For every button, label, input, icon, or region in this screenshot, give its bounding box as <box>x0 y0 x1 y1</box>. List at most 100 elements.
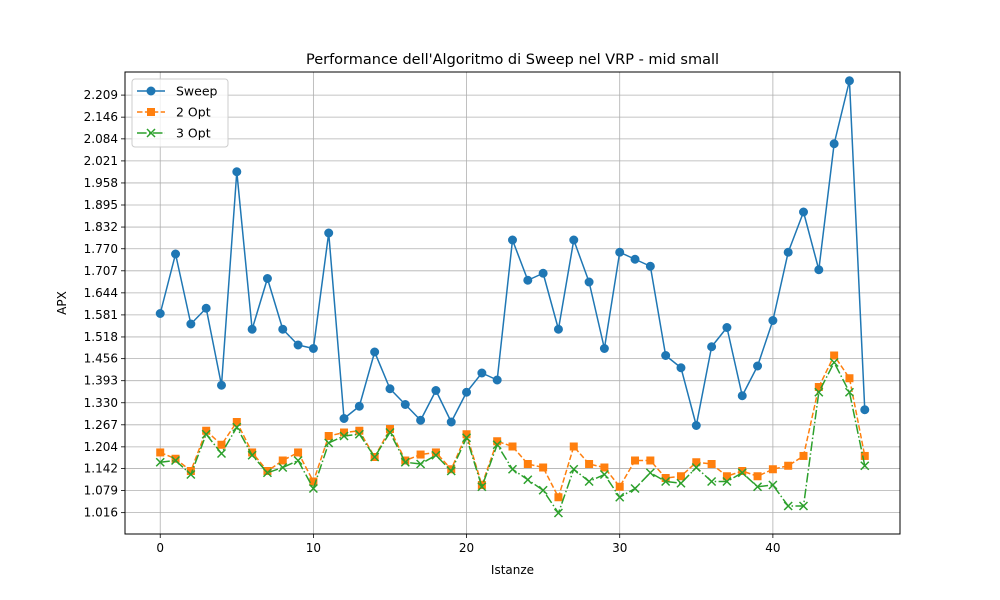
data-point-2-opt <box>831 352 838 359</box>
data-point-sweep <box>708 343 716 351</box>
data-point-sweep <box>570 236 578 244</box>
data-point-2-opt <box>586 461 593 468</box>
data-point-sweep <box>279 325 287 333</box>
data-point-2-opt <box>846 375 853 382</box>
data-point-sweep <box>233 168 241 176</box>
data-point-2-opt <box>647 457 654 464</box>
y-tick-label: 1.330 <box>84 396 118 410</box>
y-tick-label: 1.393 <box>84 374 118 388</box>
x-tick-label: 40 <box>765 541 780 555</box>
legend-entries: Sweep 2 Opt 3 Opt <box>137 84 218 141</box>
y-tick-label: 1.142 <box>84 462 118 476</box>
data-point-sweep <box>478 369 486 377</box>
data-point-sweep <box>539 269 547 277</box>
x-tick-label: 10 <box>306 541 321 555</box>
data-point-sweep <box>172 250 180 258</box>
y-tick-label: 1.770 <box>84 242 118 256</box>
data-point-2-opt <box>616 483 623 490</box>
y-tick-label: 1.581 <box>84 308 118 322</box>
y-tick-label: 1.832 <box>84 220 118 234</box>
data-point-sweep <box>754 362 762 370</box>
data-point-2-opt <box>524 461 531 468</box>
data-point-2-opt <box>754 473 761 480</box>
data-point-sweep <box>325 229 333 237</box>
data-point-2-opt <box>769 466 776 473</box>
y-tick-label: 1.079 <box>84 484 118 498</box>
legend-label: 2 Opt <box>176 105 211 120</box>
data-point-sweep <box>677 364 685 372</box>
data-point-2-opt <box>785 462 792 469</box>
data-point-2-opt <box>601 464 608 471</box>
data-point-2-opt <box>632 457 639 464</box>
data-point-2-opt <box>295 449 302 456</box>
data-point-2-opt <box>157 449 164 456</box>
data-point-sweep <box>401 401 409 409</box>
data-point-2-opt <box>708 461 715 468</box>
data-point-2-opt <box>417 451 424 458</box>
chart-title: Performance dell'Algoritmo di Sweep nel … <box>306 52 719 68</box>
data-point-2-opt <box>279 457 286 464</box>
y-tick-label: 1.456 <box>84 352 118 366</box>
data-point-sweep <box>156 310 164 318</box>
data-point-sweep <box>447 418 455 426</box>
y-tick-label: 1.267 <box>84 418 118 432</box>
legend-marker <box>148 109 155 116</box>
data-point-sweep <box>585 278 593 286</box>
data-point-sweep <box>738 392 746 400</box>
data-point-sweep <box>830 140 838 148</box>
y-tick-label: 1.958 <box>84 176 118 190</box>
data-point-sweep <box>309 345 317 353</box>
x-axis-title: Istanze <box>491 563 534 577</box>
y-tick-label: 2.146 <box>84 110 118 124</box>
legend-label: 3 Opt <box>176 126 211 141</box>
data-point-sweep <box>217 381 225 389</box>
x-tick-label: 30 <box>612 541 627 555</box>
data-point-sweep <box>784 248 792 256</box>
data-point-sweep <box>845 77 853 85</box>
data-point-sweep <box>509 236 517 244</box>
y-tick-label: 1.016 <box>84 506 118 520</box>
data-point-sweep <box>554 325 562 333</box>
data-point-sweep <box>463 388 471 396</box>
y-axis-title: APX <box>55 291 69 315</box>
data-point-2-opt <box>325 433 332 440</box>
data-point-sweep <box>432 387 440 395</box>
data-point-sweep <box>631 255 639 263</box>
data-point-sweep <box>493 376 501 384</box>
data-point-sweep <box>662 352 670 360</box>
y-tick-label: 2.021 <box>84 154 118 168</box>
data-point-sweep <box>263 275 271 283</box>
data-point-sweep <box>417 416 425 424</box>
y-tick-label: 1.895 <box>84 198 118 212</box>
data-point-sweep <box>294 341 302 349</box>
data-point-2-opt <box>555 494 562 501</box>
legend: Sweep 2 Opt 3 Opt <box>132 79 228 147</box>
data-point-sweep <box>386 385 394 393</box>
x-tick-label: 0 <box>156 541 164 555</box>
data-point-sweep <box>800 208 808 216</box>
data-point-sweep <box>723 324 731 332</box>
data-point-sweep <box>646 262 654 270</box>
data-point-sweep <box>202 304 210 312</box>
legend-marker <box>147 87 155 95</box>
data-point-2-opt <box>800 452 807 459</box>
y-tick-label: 2.084 <box>84 132 118 146</box>
y-tick-label: 1.644 <box>84 286 118 300</box>
x-tick-label: 20 <box>459 541 474 555</box>
data-point-sweep <box>815 266 823 274</box>
data-point-sweep <box>600 345 608 353</box>
y-tick-label: 1.204 <box>84 440 118 454</box>
data-point-sweep <box>371 348 379 356</box>
data-point-sweep <box>340 415 348 423</box>
data-point-sweep <box>355 402 363 410</box>
y-tick-label: 2.209 <box>84 88 118 102</box>
data-point-sweep <box>524 276 532 284</box>
data-point-sweep <box>692 422 700 430</box>
data-point-sweep <box>769 317 777 325</box>
y-tick-label: 1.707 <box>84 264 118 278</box>
legend-label: Sweep <box>176 84 218 99</box>
data-point-2-opt <box>677 473 684 480</box>
data-point-2-opt <box>218 441 225 448</box>
data-point-2-opt <box>540 464 547 471</box>
